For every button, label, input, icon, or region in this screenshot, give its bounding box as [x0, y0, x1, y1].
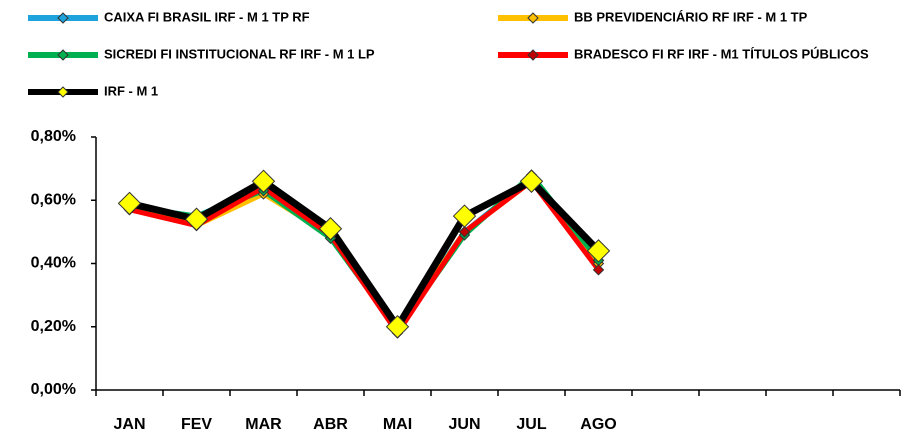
x-tick-label: JAN [113, 416, 145, 433]
point-marker [592, 264, 605, 276]
x-tick-label: ABR [313, 416, 348, 433]
legend-marker [527, 49, 539, 61]
y-tick-label: 0,20% [31, 318, 76, 335]
point-marker [586, 239, 611, 263]
y-tick-label: 0,60% [31, 191, 76, 208]
series-line [128, 178, 601, 336]
legend-label: SICREDI FI INSTITUCIONAL RF IRF - M 1 LP [104, 46, 375, 61]
legend-marker [57, 86, 69, 98]
point-marker [458, 226, 471, 238]
legend-marker [527, 12, 539, 24]
point-marker [117, 191, 142, 216]
y-tick-label: 0,40% [31, 255, 76, 272]
legend-label: BRADESCO FI RF IRF - M1 TÍTULOS PÚBLICOS [574, 46, 869, 61]
legend-marker [57, 12, 69, 24]
legend-label: IRF - M 1 [104, 83, 158, 98]
x-tick-label: FEV [181, 416, 212, 433]
x-tick-label: JUL [516, 416, 546, 433]
point-marker [251, 169, 276, 193]
point-marker [519, 169, 544, 193]
point-marker [184, 207, 209, 231]
y-tick-label: 0,00% [31, 381, 76, 398]
point-marker [452, 204, 477, 228]
x-tick-label: MAI [383, 416, 412, 433]
legend-label: BB PREVIDENCIÁRIO RF IRF - M 1 TP [574, 9, 808, 24]
y-tick-label: 0,80% [31, 128, 76, 145]
point-marker [318, 217, 343, 241]
legend-marker [57, 49, 69, 61]
x-tick-label: MAR [245, 416, 282, 433]
x-tick-label: JUN [448, 416, 480, 433]
series-line [129, 172, 601, 333]
series-line [128, 177, 602, 331]
x-tick-label: AGO [580, 416, 616, 433]
legend-label: CAIXA FI BRASIL IRF - M 1 TP RF [104, 9, 310, 24]
point-marker [385, 315, 410, 339]
series-line [128, 178, 601, 333]
series-line [129, 175, 601, 330]
